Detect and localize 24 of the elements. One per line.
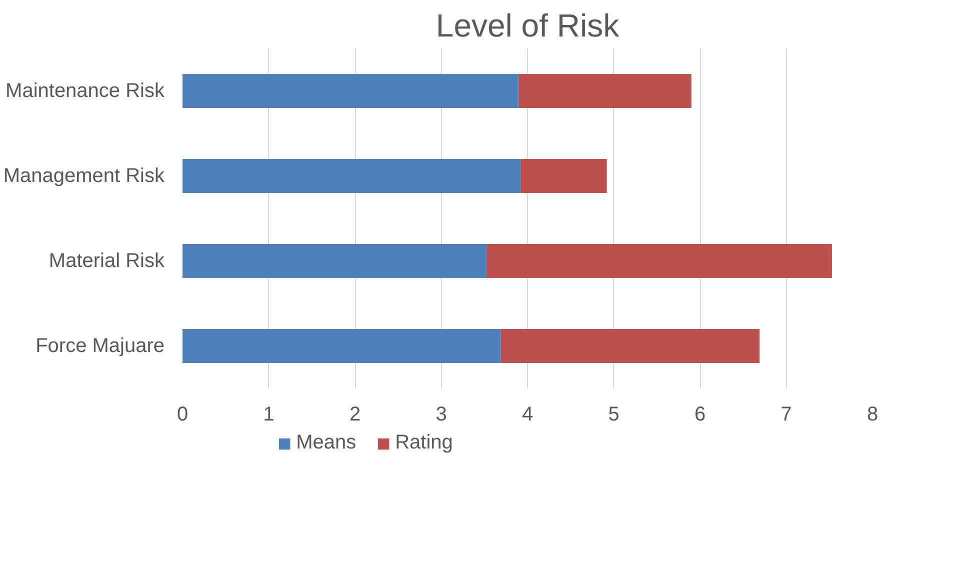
y-tick-label: Management Risk — [3, 165, 166, 187]
x-tick-label: 5 — [608, 404, 620, 426]
bar — [182, 244, 487, 278]
x-tick-label: 6 — [694, 404, 706, 426]
chart-title: Level of Risk — [436, 8, 620, 44]
x-tick-label: 4 — [522, 404, 534, 426]
x-tick-label: 2 — [349, 404, 361, 426]
x-tick-label: 3 — [436, 404, 447, 426]
x-tick-label: 1 — [263, 404, 274, 426]
bar — [182, 74, 519, 108]
y-tick-label: Material Risk — [48, 250, 166, 272]
legend-label: Rating — [395, 432, 453, 454]
y-tick-label: Maintenance Risk — [6, 80, 166, 102]
bar — [518, 74, 692, 108]
x-tick-label: 7 — [780, 404, 792, 426]
x-tick-label: 0 — [176, 404, 188, 426]
bar — [182, 159, 521, 193]
y-tick-label: Force Majuare — [36, 335, 164, 357]
legend-label: Means — [296, 432, 356, 454]
bar — [520, 159, 607, 193]
bar — [486, 244, 832, 278]
bar — [500, 329, 760, 363]
bar — [182, 329, 501, 363]
x-tick-label: 8 — [866, 404, 878, 426]
